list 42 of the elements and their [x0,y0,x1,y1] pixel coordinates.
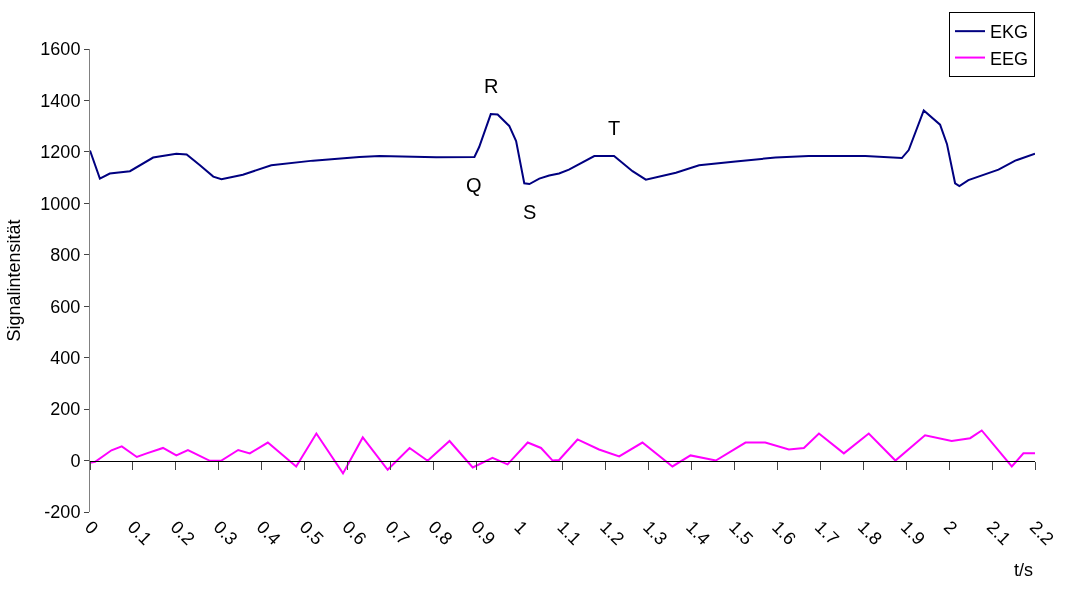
x-tick-label: 0.5 [295,517,328,549]
x-tick-label: 0.3 [209,517,242,549]
x-tick-label: 0 [80,517,103,539]
x-tick-label: 0.7 [381,517,414,549]
y-tick-label: 1400 [40,90,81,111]
x-tick-label: 1.1 [553,517,586,549]
x-tick-label: 0.2 [166,517,199,549]
x-tick-label: 0.1 [123,517,156,549]
x-tick-label: 0.8 [424,517,457,549]
y-tick-label: 0 [70,450,81,471]
annotation: S [523,201,537,223]
annotation: Q [466,174,482,196]
y-tick-label: 400 [50,347,81,368]
x-tick-label: 1.8 [853,517,886,549]
x-tick-label: 1.9 [896,517,929,549]
x-tick-label: 1.5 [725,517,757,549]
x-tick-label: 1.4 [682,517,715,549]
y-axis-title: Signalintensität [3,219,24,342]
legend-label: EKG [990,22,1029,43]
y-tick-label: 1000 [40,193,81,214]
x-tick-label: 1.6 [768,517,800,549]
x-tick-label: 1.7 [811,517,843,549]
x-tick-label: 0.6 [338,517,371,549]
x-tick-label: 0.4 [252,517,285,549]
x-tick-label: 2.2 [1025,517,1058,549]
x-tick-label: 1.3 [639,517,672,549]
annotation: R [484,75,499,97]
y-tick-label: 600 [50,296,81,317]
y-tick-label: -200 [44,502,81,523]
y-tick-label: 800 [50,245,81,266]
annotation: T [608,117,621,139]
y-tick-label: 1600 [40,39,81,60]
x-tick-label: 1 [510,517,532,539]
legend-label: EEG [990,48,1029,69]
x-axis-title: t/s [1014,560,1034,580]
x-tick-label: 1.2 [596,517,629,549]
line-series [90,429,1035,475]
x-tick-label: 2 [939,517,962,539]
y-tick-label: 1200 [40,142,81,163]
x-tick-label: 0.9 [467,517,500,549]
y-tick-label: 200 [50,399,81,420]
x-tick-label: 2.1 [982,517,1015,549]
